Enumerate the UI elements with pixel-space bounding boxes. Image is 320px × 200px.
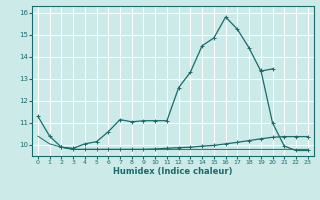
X-axis label: Humidex (Indice chaleur): Humidex (Indice chaleur): [113, 167, 233, 176]
